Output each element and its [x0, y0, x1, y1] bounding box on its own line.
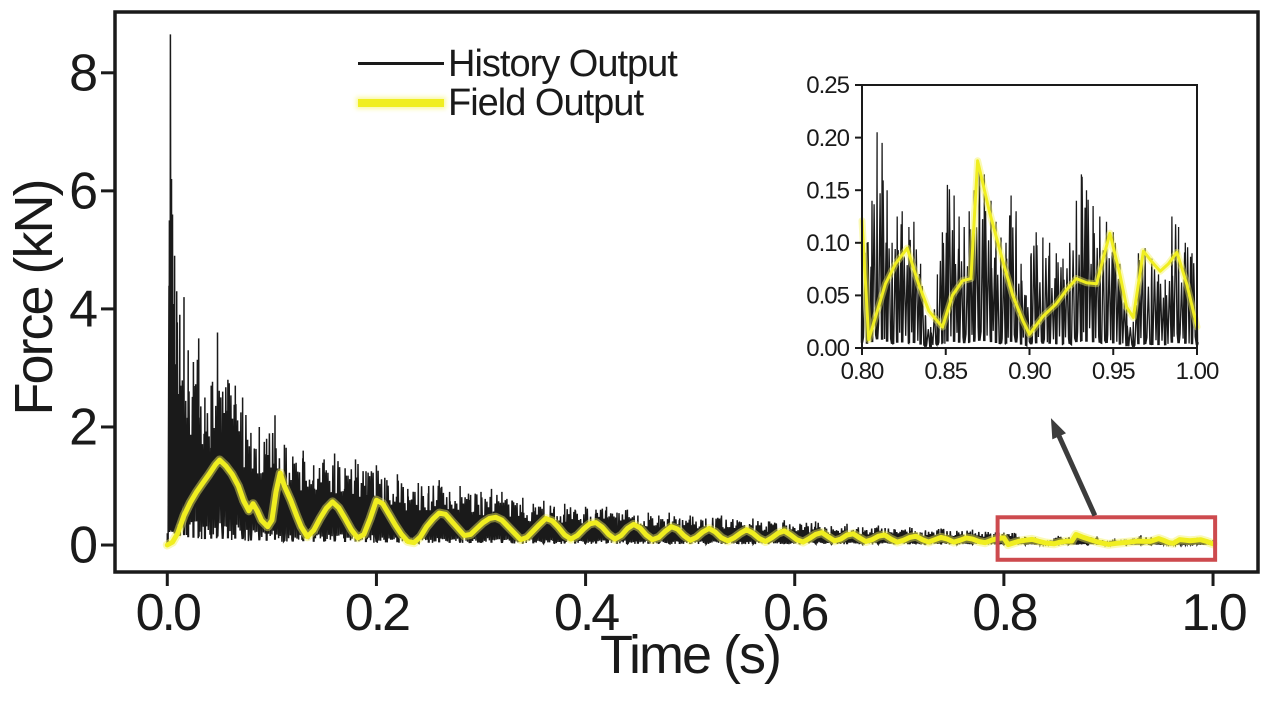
inset-history-output-series	[860, 132, 1199, 349]
main-x-tick-label: 0.2	[345, 584, 409, 642]
zoom-arrow	[1050, 418, 1098, 517]
legend: History Output Field Output	[358, 42, 678, 122]
inset-y-tick-label: 0.20	[806, 125, 849, 152]
main-x-axis-ticks: 0.0 0.2 0.4 0.6 0.8 1.0	[136, 572, 1249, 642]
history-line-swatch	[358, 62, 444, 65]
legend-label-field: Field Output	[448, 81, 644, 124]
inset-x-axis-ticks: 0.80 0.85 0.90 0.95 1.00	[841, 348, 1220, 385]
main-y-tick-label: 0	[69, 517, 96, 575]
main-x-tick-label: 0.6	[763, 584, 827, 642]
inset-y-tick-label: 0.15	[806, 177, 849, 204]
legend-item-history: History Output	[358, 42, 678, 85]
legend-label-history: History Output	[448, 42, 678, 85]
main-x-tick-label: 0.0	[136, 584, 200, 642]
inset-y-axis-ticks: 0.00 0.05 0.10 0.15 0.20 0.25	[806, 72, 862, 362]
main-x-tick-label: 1.0	[1181, 584, 1245, 642]
inset-x-tick-label: 1.00	[1176, 358, 1219, 385]
inset-x-tick-label: 0.80	[841, 358, 884, 385]
inset-field-output-series	[860, 159, 1199, 342]
inset-y-tick-label: 0.10	[806, 230, 849, 257]
main-y-tick-label: 2	[69, 399, 96, 457]
main-field-output-series	[164, 457, 1216, 548]
legend-item-field: Field Output	[358, 83, 677, 122]
main-x-tick-label: 0.8	[972, 584, 1036, 642]
inset-y-tick-label: 0.25	[806, 72, 849, 99]
inset-y-tick-label: 0.00	[806, 335, 849, 362]
zoom-arrow-head	[1050, 418, 1067, 440]
main-plot-frame	[113, 10, 1260, 574]
x-axis-title: Time (s)	[600, 625, 782, 685]
y-axis-title: Force (kN)	[4, 180, 64, 416]
inset-x-tick-label: 0.85	[924, 358, 967, 385]
zoom-region-highlight	[995, 515, 1218, 562]
inset-y-tick-label: 0.05	[806, 283, 849, 310]
main-x-tick-label: 0.4	[554, 584, 619, 642]
main-y-axis-ticks: 0 2 4 6 8	[69, 44, 115, 575]
field-line-swatch	[358, 98, 444, 107]
inset-x-tick-label: 0.95	[1092, 358, 1135, 385]
inset-x-tick-label: 0.90	[1008, 358, 1051, 385]
inset-plot: 0.80 0.85 0.90 0.95 1.00 0.00 0.05 0.10 0.15 0.20…	[806, 72, 1220, 385]
main-y-tick-label: 4	[69, 281, 97, 339]
main-y-tick-label: 8	[69, 44, 96, 102]
main-y-tick-label: 6	[69, 163, 96, 221]
